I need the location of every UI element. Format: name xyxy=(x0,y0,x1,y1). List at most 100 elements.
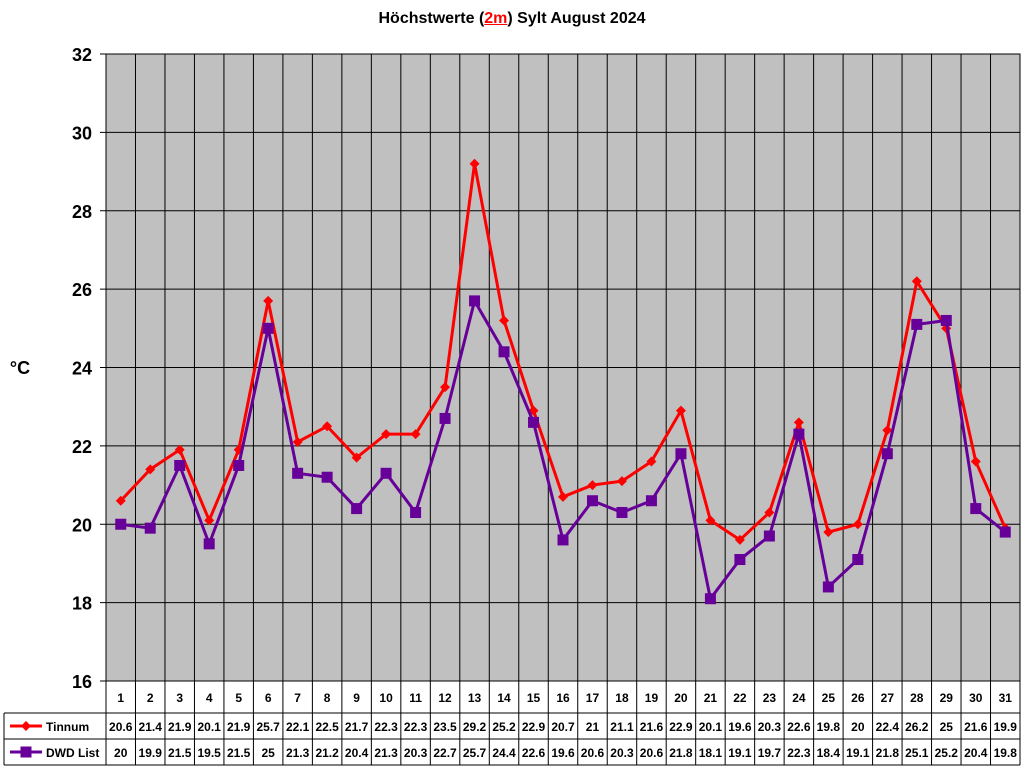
data-label-dwd-list: 21.8 xyxy=(669,746,693,760)
x-tick-label: 24 xyxy=(792,691,806,705)
data-point-dwd-list xyxy=(763,530,775,542)
data-point-tinnum xyxy=(174,444,185,455)
y-tick-label: 30 xyxy=(72,123,92,143)
data-point-dwd-list xyxy=(881,448,893,460)
data-point-tinnum xyxy=(115,495,126,506)
data-label-tinnum: 23.5 xyxy=(433,720,457,734)
x-tick-label: 19 xyxy=(645,691,659,705)
data-point-tinnum xyxy=(469,158,480,169)
x-tick-label: 12 xyxy=(438,691,452,705)
data-point-dwd-list xyxy=(292,467,304,479)
x-tick-label: 29 xyxy=(940,691,954,705)
data-point-tinnum xyxy=(410,429,421,440)
data-label-dwd-list: 25.2 xyxy=(935,746,959,760)
x-tick-label: 21 xyxy=(704,691,718,705)
data-label-tinnum: 22.1 xyxy=(286,720,310,734)
x-tick-label: 27 xyxy=(881,691,895,705)
y-tick-label: 22 xyxy=(72,437,92,457)
data-point-tinnum xyxy=(911,276,922,287)
chart-title-highlight: 2m xyxy=(484,10,508,27)
data-point-dwd-list xyxy=(616,506,628,518)
legend-marker-tinnum xyxy=(21,721,31,731)
x-tick-label: 30 xyxy=(969,691,983,705)
x-tick-label: 13 xyxy=(468,691,482,705)
data-label-dwd-list: 19.7 xyxy=(758,746,782,760)
y-axis-label: °C xyxy=(10,358,30,378)
data-label-tinnum: 22.9 xyxy=(522,720,546,734)
data-label-tinnum: 21.4 xyxy=(139,720,163,734)
x-tick-label: 1 xyxy=(117,691,124,705)
data-point-dwd-list xyxy=(439,412,451,424)
x-tick-label: 25 xyxy=(822,691,836,705)
data-point-dwd-list xyxy=(704,593,716,605)
data-label-tinnum: 19.8 xyxy=(817,720,841,734)
data-point-dwd-list xyxy=(380,467,392,479)
data-label-dwd-list: 24.4 xyxy=(492,746,516,760)
data-label-dwd-list: 22.3 xyxy=(787,746,811,760)
data-label-tinnum: 25 xyxy=(940,720,954,734)
data-point-tinnum xyxy=(499,315,510,326)
data-point-dwd-list xyxy=(734,554,746,566)
y-tick-label: 20 xyxy=(72,515,92,535)
data-point-tinnum xyxy=(882,425,893,436)
data-label-tinnum: 26.2 xyxy=(905,720,929,734)
data-label-dwd-list: 19.6 xyxy=(551,746,575,760)
data-label-dwd-list: 19.5 xyxy=(198,746,222,760)
data-label-tinnum: 21.7 xyxy=(345,720,369,734)
data-point-tinnum xyxy=(823,527,834,538)
data-label-tinnum: 22.9 xyxy=(669,720,693,734)
data-label-tinnum: 22.6 xyxy=(787,720,811,734)
chart-title: Höchstwerte (2m) Sylt August 2024 xyxy=(0,10,1024,28)
chart-title-suffix: ) Sylt August 2024 xyxy=(507,10,646,27)
x-tick-label: 26 xyxy=(851,691,865,705)
data-label-dwd-list: 21.3 xyxy=(286,746,310,760)
data-point-dwd-list xyxy=(410,506,422,518)
data-label-dwd-list: 25.1 xyxy=(905,746,929,760)
x-tick-label: 8 xyxy=(324,691,331,705)
x-tick-label: 3 xyxy=(176,691,183,705)
data-label-dwd-list: 20.6 xyxy=(581,746,605,760)
data-point-tinnum xyxy=(440,382,451,393)
data-label-dwd-list: 21.5 xyxy=(227,746,251,760)
x-tick-label: 4 xyxy=(206,691,213,705)
data-point-dwd-list xyxy=(528,416,540,428)
data-point-dwd-list xyxy=(233,459,245,471)
data-point-tinnum xyxy=(145,464,156,475)
data-point-tinnum xyxy=(587,480,598,491)
y-tick-label: 16 xyxy=(72,672,92,692)
x-tick-label: 17 xyxy=(586,691,600,705)
legend-label-dwd-list: DWD List xyxy=(46,746,99,760)
data-label-dwd-list: 21.5 xyxy=(168,746,192,760)
x-tick-label: 16 xyxy=(556,691,570,705)
data-label-tinnum: 21.1 xyxy=(610,720,634,734)
y-tick-label: 18 xyxy=(72,594,92,614)
data-label-tinnum: 29.2 xyxy=(463,720,487,734)
data-point-dwd-list xyxy=(822,581,834,593)
data-label-dwd-list: 20.4 xyxy=(964,746,988,760)
x-tick-label: 6 xyxy=(265,691,272,705)
data-label-tinnum: 22.3 xyxy=(374,720,398,734)
legend-label-tinnum: Tinnum xyxy=(46,720,89,734)
data-label-tinnum: 22.3 xyxy=(404,720,428,734)
data-label-tinnum: 21.6 xyxy=(964,720,988,734)
data-point-dwd-list xyxy=(852,554,864,566)
data-point-dwd-list xyxy=(144,522,156,534)
data-label-dwd-list: 20.6 xyxy=(640,746,664,760)
data-point-tinnum xyxy=(292,436,303,447)
data-label-tinnum: 25.2 xyxy=(492,720,516,734)
data-label-tinnum: 20.3 xyxy=(758,720,782,734)
data-label-dwd-list: 25.7 xyxy=(463,746,487,760)
y-tick-label: 26 xyxy=(72,280,92,300)
x-tick-label: 14 xyxy=(497,691,511,705)
data-point-tinnum xyxy=(970,456,981,467)
data-point-tinnum xyxy=(558,491,568,502)
data-point-tinnum xyxy=(322,421,333,432)
data-point-dwd-list xyxy=(645,495,657,507)
data-point-dwd-list xyxy=(675,448,687,460)
data-label-dwd-list: 20.3 xyxy=(404,746,428,760)
data-label-tinnum: 20.1 xyxy=(699,720,723,734)
data-label-dwd-list: 20.3 xyxy=(610,746,634,760)
data-point-dwd-list xyxy=(469,295,481,307)
data-label-dwd-list: 19.1 xyxy=(728,746,752,760)
data-point-dwd-list xyxy=(940,314,952,326)
